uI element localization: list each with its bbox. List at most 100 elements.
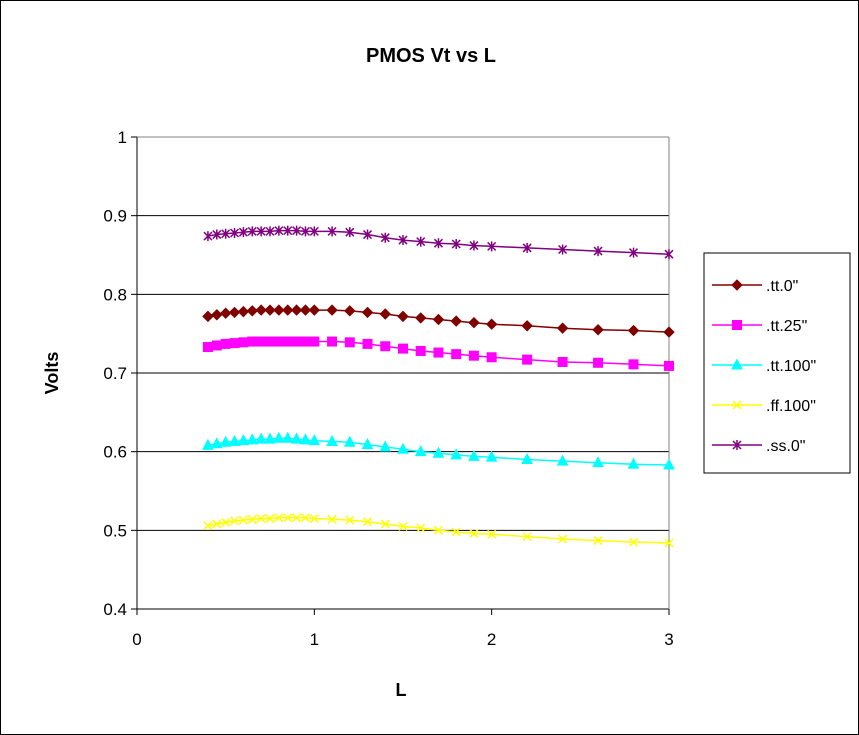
data-point xyxy=(398,521,408,531)
y-tick-label: 0.7 xyxy=(103,364,127,383)
data-point xyxy=(629,537,639,547)
data-point xyxy=(308,434,321,446)
data-point xyxy=(299,433,312,445)
legend-label: .ff.100" xyxy=(766,398,816,415)
series-4 xyxy=(203,513,674,548)
data-point xyxy=(628,359,639,370)
series-5 xyxy=(203,225,674,260)
data-point xyxy=(556,322,569,334)
data-point xyxy=(627,457,640,469)
data-point xyxy=(203,231,213,242)
data-point xyxy=(221,228,231,239)
data-point xyxy=(345,515,355,525)
chart-title: PMOS Vt vs L xyxy=(366,45,496,67)
data-point xyxy=(274,225,284,236)
data-point xyxy=(362,338,373,349)
x-tick-label: 2 xyxy=(487,630,496,649)
y-axis-label: Volts xyxy=(42,352,62,395)
data-point xyxy=(246,433,259,445)
y-tick-label: 0.6 xyxy=(103,443,127,462)
data-point xyxy=(521,452,533,465)
y-tick-label: 0.4 xyxy=(103,600,127,619)
data-point xyxy=(237,434,250,446)
y-tick-label: 0.9 xyxy=(103,207,127,226)
data-point xyxy=(274,513,284,523)
data-point xyxy=(432,313,445,326)
data-point xyxy=(433,238,443,249)
legend-label: .tt.0" xyxy=(766,278,798,295)
data-point xyxy=(558,244,568,255)
legend-swatch-marker xyxy=(732,320,742,330)
data-point xyxy=(327,226,337,237)
data-point xyxy=(282,336,293,347)
legend-swatch-marker xyxy=(732,400,742,410)
data-point xyxy=(663,326,675,338)
legend-swatch-marker xyxy=(731,279,743,291)
data-point xyxy=(522,242,532,253)
y-tick-label: 0.8 xyxy=(103,285,127,304)
data-point xyxy=(344,305,356,317)
data-point xyxy=(432,446,445,458)
series-3 xyxy=(202,431,675,470)
gridlines xyxy=(137,136,669,610)
data-point xyxy=(522,532,532,542)
data-point xyxy=(219,435,232,447)
series-layer xyxy=(202,225,675,548)
data-point xyxy=(326,434,338,446)
data-point xyxy=(592,324,604,336)
data-point xyxy=(211,340,222,351)
data-point xyxy=(469,528,479,539)
series-line xyxy=(207,229,670,255)
data-point xyxy=(230,516,240,526)
data-point xyxy=(202,438,214,450)
data-point xyxy=(343,435,356,447)
data-point xyxy=(485,318,498,330)
data-point xyxy=(629,247,639,258)
legend-swatch-marker xyxy=(732,440,742,450)
data-point xyxy=(469,240,479,251)
data-point xyxy=(273,304,285,316)
data-point xyxy=(237,305,250,318)
data-point xyxy=(327,514,337,524)
data-point xyxy=(468,449,480,461)
data-point xyxy=(380,341,391,352)
data-point xyxy=(230,227,240,238)
data-point xyxy=(344,337,355,348)
data-point xyxy=(219,307,232,319)
data-point xyxy=(415,345,426,356)
data-point xyxy=(557,356,568,367)
data-point xyxy=(203,521,213,531)
data-point xyxy=(221,517,231,527)
data-point xyxy=(309,336,320,347)
data-point xyxy=(363,517,373,527)
data-point xyxy=(300,336,311,347)
data-point xyxy=(593,246,603,257)
data-point xyxy=(345,227,355,238)
x-tick-label: 0 xyxy=(132,630,141,649)
data-point xyxy=(212,519,222,529)
data-point xyxy=(451,349,462,360)
data-point xyxy=(627,324,640,337)
data-point xyxy=(264,304,276,316)
data-point xyxy=(292,225,302,236)
data-point xyxy=(291,336,302,347)
data-point xyxy=(361,438,374,450)
data-point xyxy=(379,440,392,452)
data-point xyxy=(664,360,674,371)
data-point xyxy=(521,320,533,332)
data-point xyxy=(468,316,480,329)
data-point xyxy=(290,432,303,444)
data-point xyxy=(247,226,257,237)
data-point xyxy=(433,347,444,358)
data-point xyxy=(246,305,258,317)
data-point xyxy=(309,226,319,237)
data-point xyxy=(308,304,321,316)
data-point xyxy=(309,514,319,524)
data-point xyxy=(558,534,568,544)
series-line xyxy=(207,437,670,466)
data-point xyxy=(397,442,409,454)
data-point xyxy=(326,304,338,316)
data-point xyxy=(361,306,374,319)
data-point xyxy=(593,536,603,546)
